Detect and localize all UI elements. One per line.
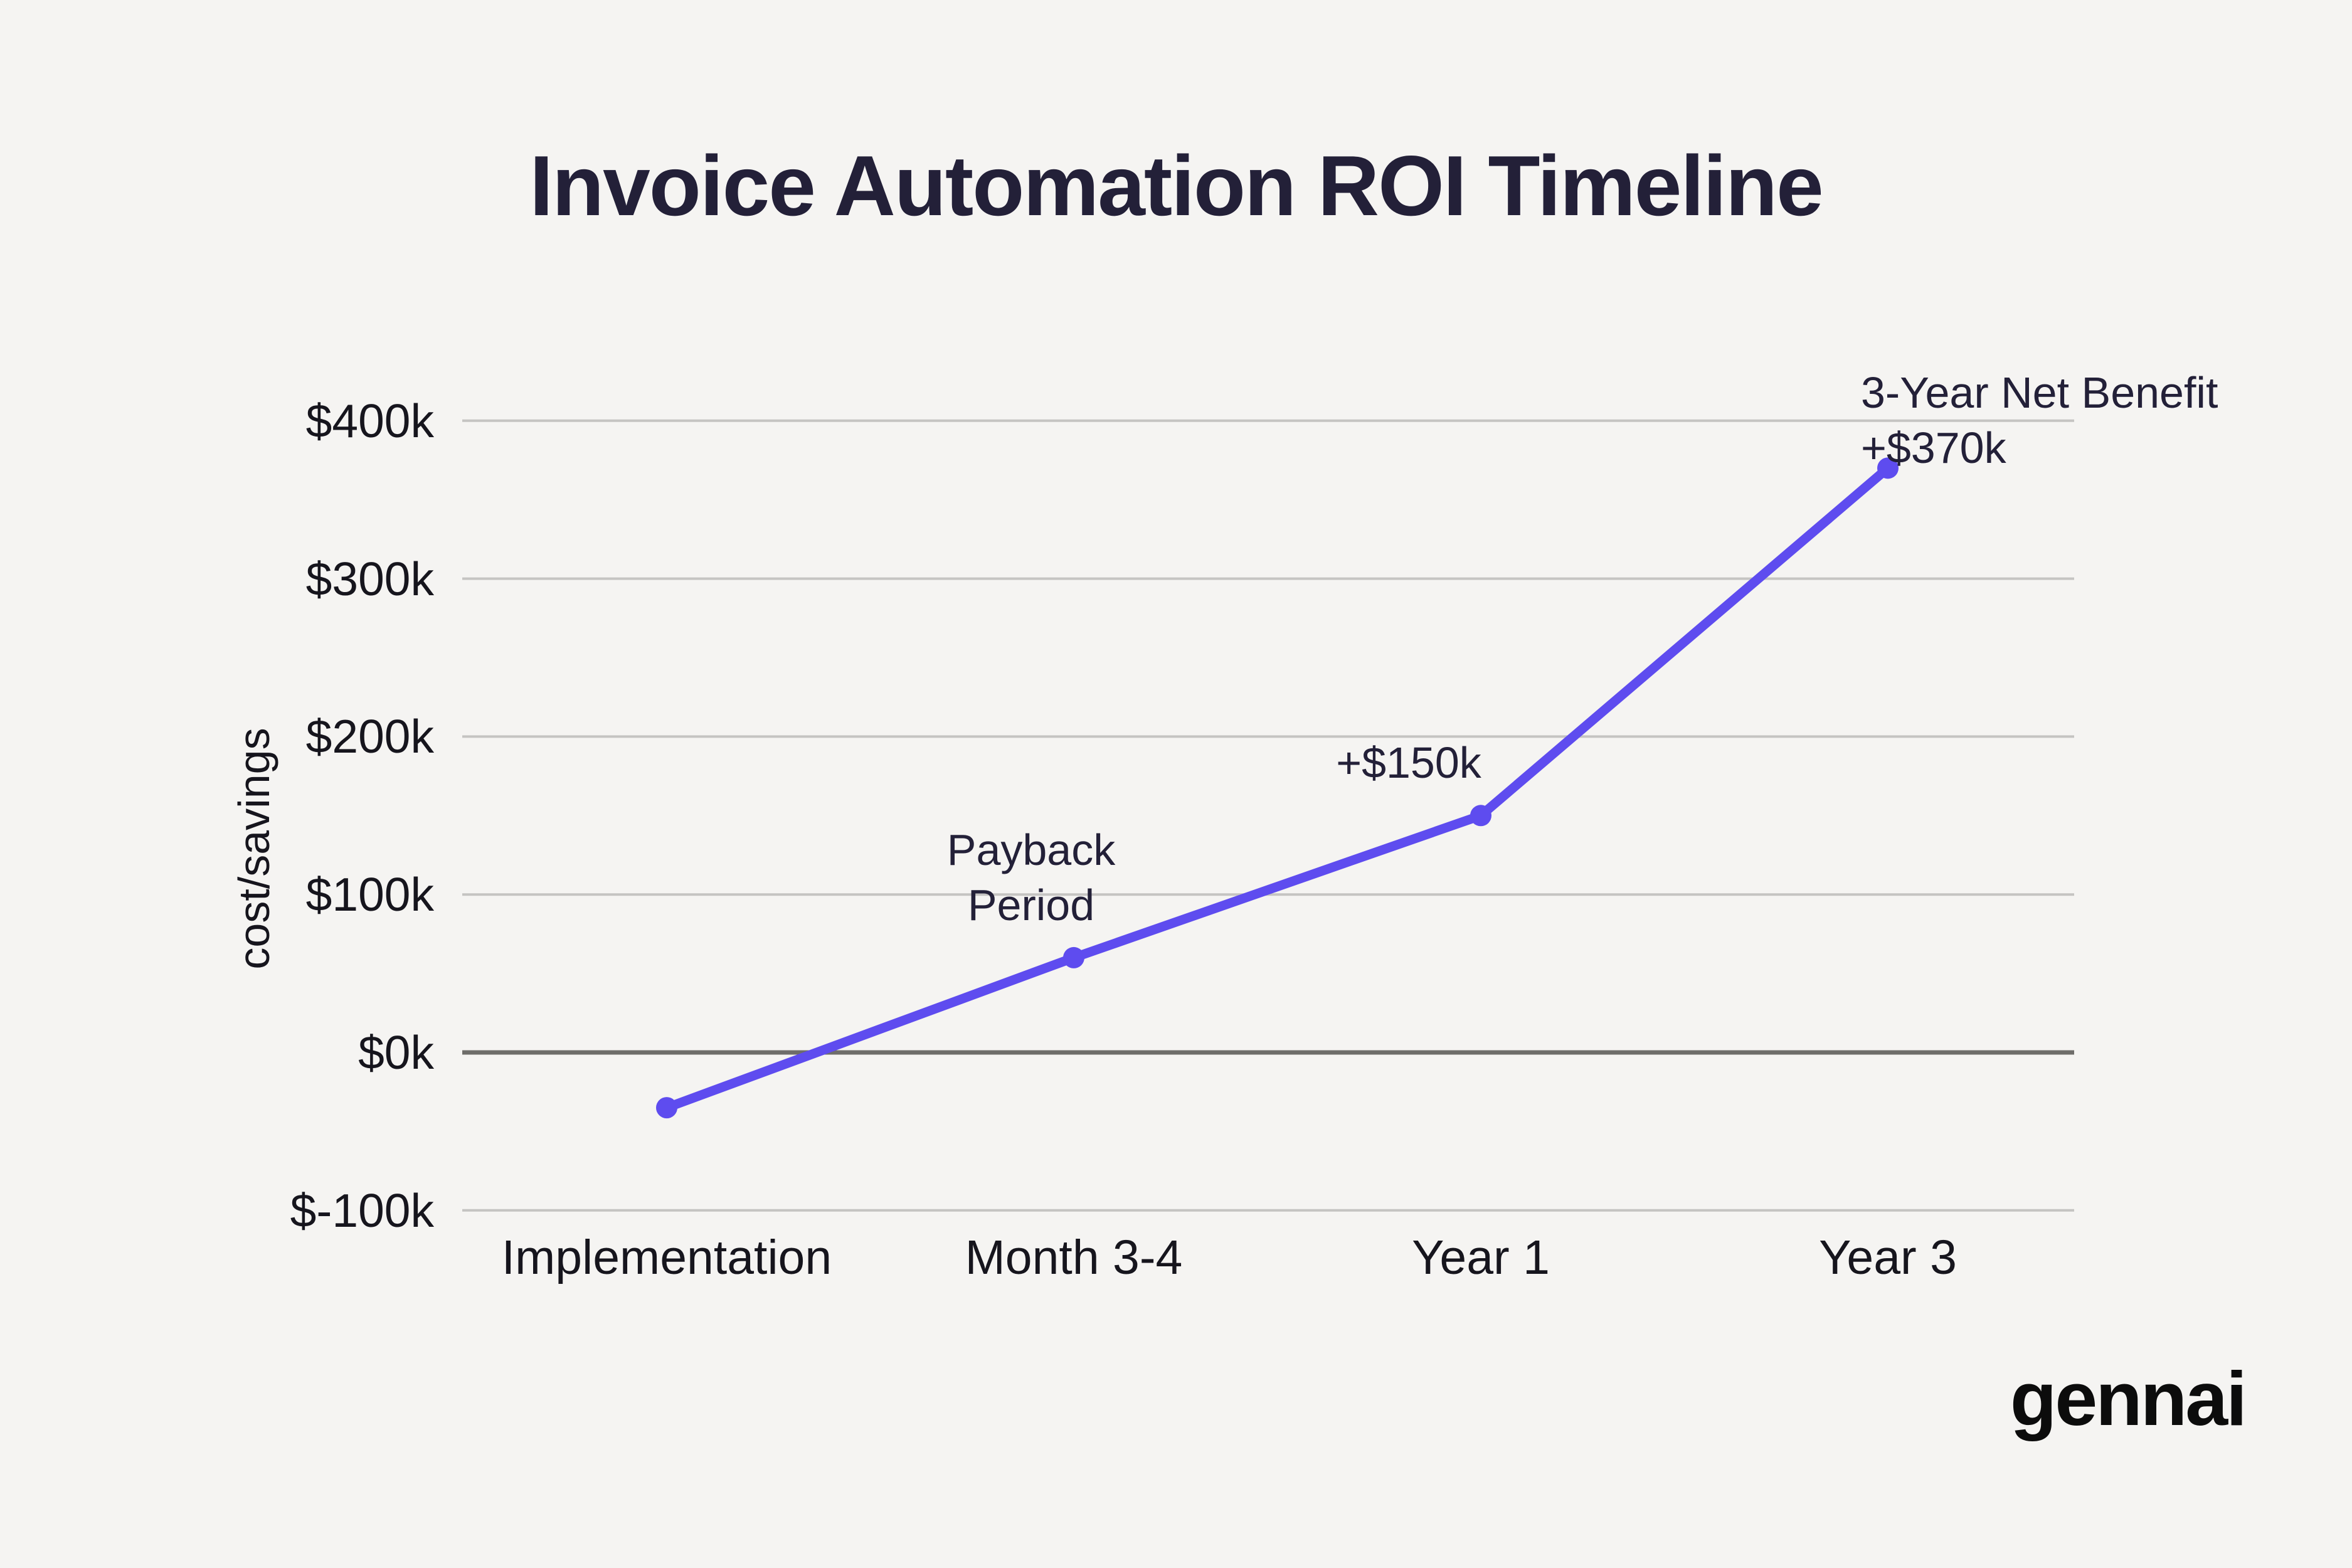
x-tick-label: Implementation <box>501 1231 832 1285</box>
y-tick-label: $300k <box>305 552 434 605</box>
annotation-line: +$150k <box>1336 738 1481 788</box>
brand-logo: gennai <box>2010 1356 2247 1441</box>
y-tick-label: $-100k <box>290 1184 434 1237</box>
annotation-year-3: 3-Year Net Benefit +$370k <box>1861 365 2218 475</box>
data-point-implementation <box>656 1097 677 1119</box>
y-tick-label: $400k <box>305 394 434 447</box>
x-tick-label: Year 3 <box>1819 1231 1957 1285</box>
annotation-line: 3-Year Net Benefit <box>1861 368 2218 418</box>
annotation-month-3-4: Payback Period <box>947 822 1115 933</box>
roi-line <box>662 463 1893 1113</box>
annotation-year-1: +$150k <box>1336 735 1481 790</box>
y-tick-label: $200k <box>305 710 434 763</box>
x-tick-label: Year 1 <box>1412 1231 1550 1285</box>
annotation-line: +$370k <box>1861 423 2006 473</box>
y-tick-label: $100k <box>305 868 434 921</box>
data-point-year-3 <box>1877 457 1899 479</box>
y-tick-label: $0k <box>358 1026 434 1079</box>
data-point-year-1 <box>1470 805 1491 827</box>
chart-title: Invoice Automation ROI Timeline <box>529 138 1823 233</box>
annotation-line: Period <box>967 880 1095 930</box>
data-point-month-3-4 <box>1063 946 1084 968</box>
annotation-line: Payback <box>946 825 1116 874</box>
x-tick-label: Month 3-4 <box>965 1231 1183 1285</box>
